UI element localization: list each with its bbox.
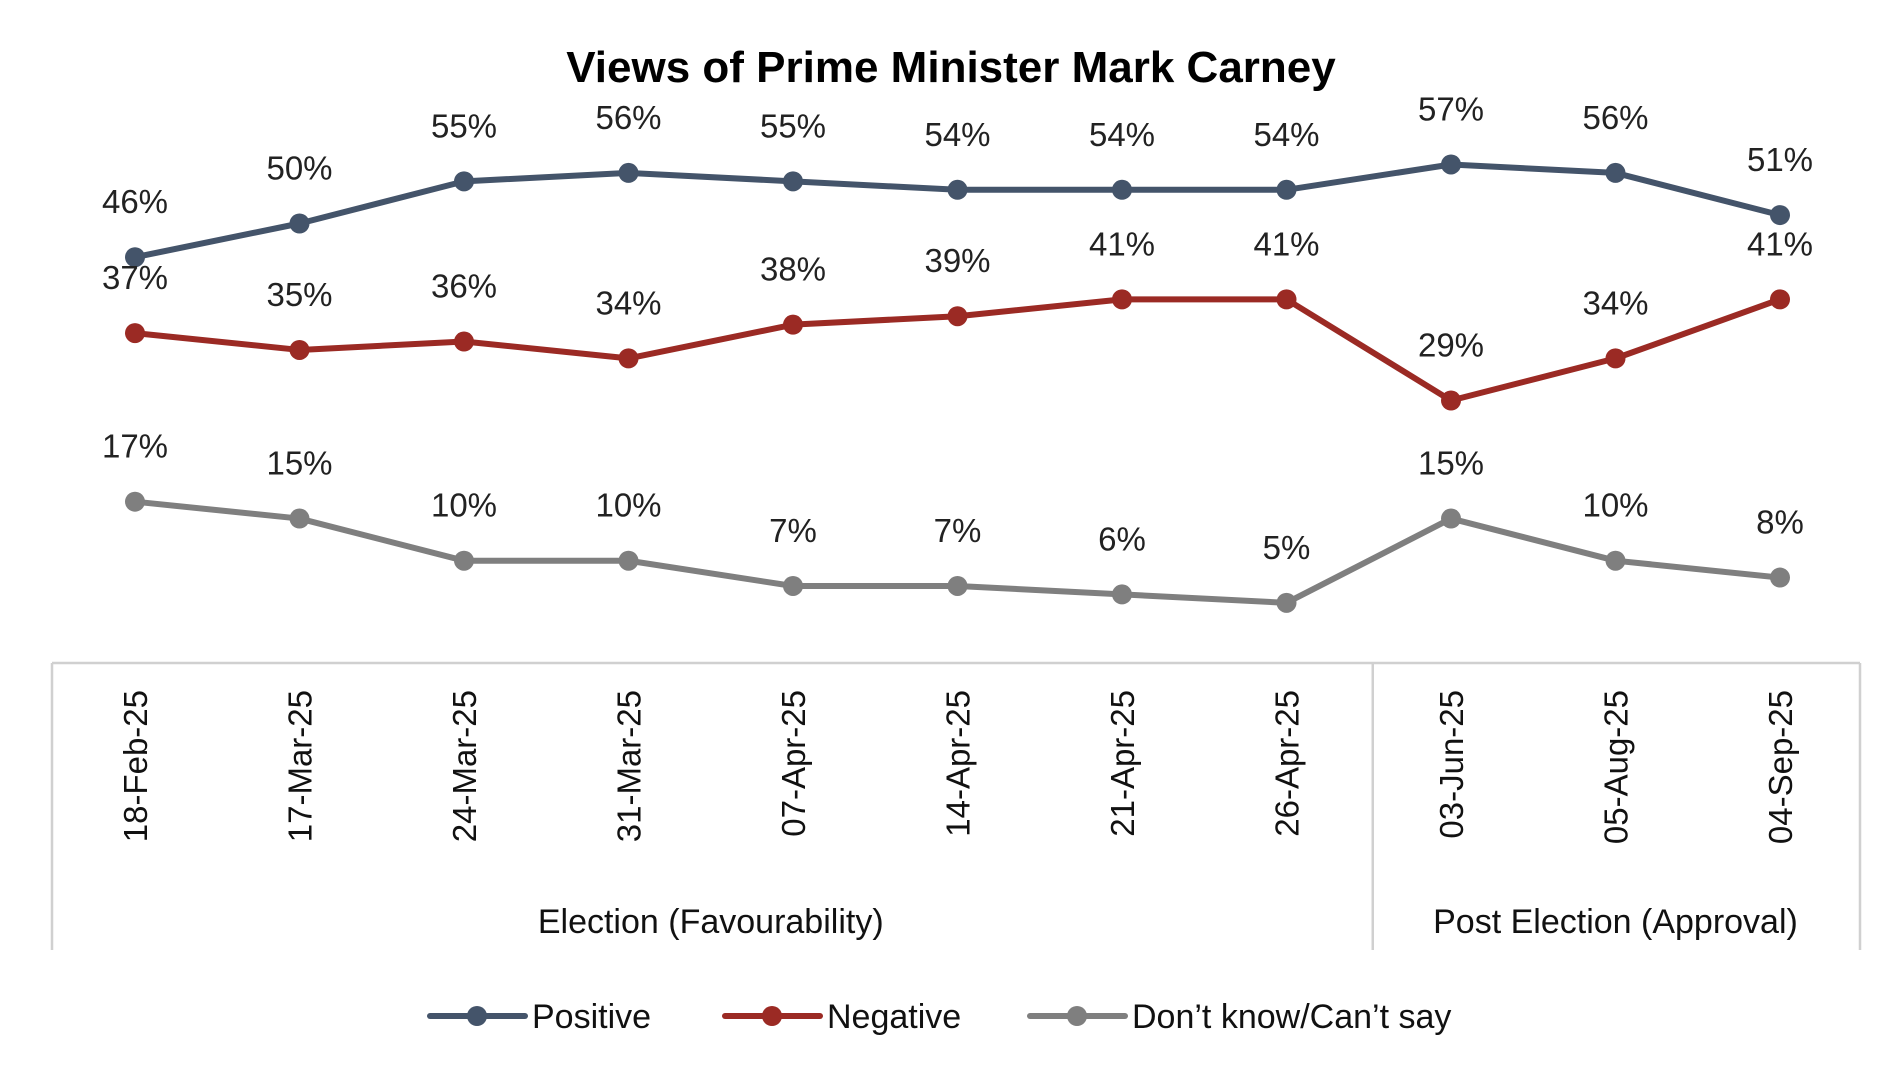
group-label: Post Election (Approval): [1433, 903, 1798, 941]
data-point: [1441, 390, 1461, 411]
legend-label: Positive: [532, 998, 651, 1036]
data-label: 10%: [431, 487, 497, 524]
data-label: 38%: [760, 251, 826, 288]
data-label: 51%: [1747, 141, 1813, 178]
group-label: Election (Favourability): [538, 903, 884, 941]
data-label: 17%: [102, 428, 168, 465]
data-label: 54%: [924, 116, 990, 153]
data-label: 57%: [1418, 90, 1484, 127]
data-label: 46%: [102, 183, 168, 220]
data-point: [783, 575, 803, 596]
data-point: [125, 491, 145, 512]
legend-item: Don’t know/Can’t say: [1027, 998, 1451, 1036]
data-label: 41%: [1747, 225, 1813, 262]
data-point: [947, 179, 968, 200]
data-point: [618, 348, 639, 369]
data-label: 56%: [595, 99, 661, 136]
data-point: [289, 508, 310, 529]
data-label: 41%: [1253, 225, 1319, 262]
x-tick-label: 31-Mar-25: [611, 690, 648, 842]
data-point: [454, 171, 474, 192]
x-tick-label: 14-Apr-25: [940, 690, 977, 837]
data-point: [1605, 162, 1626, 183]
data-label: 15%: [1418, 445, 1484, 482]
x-tick-label: 07-Apr-25: [775, 690, 812, 837]
data-label: 34%: [595, 284, 661, 321]
x-tick-label: 03-Jun-25: [1433, 690, 1470, 839]
data-label: 7%: [934, 512, 982, 549]
data-label: 10%: [1582, 487, 1648, 524]
data-label: 55%: [431, 107, 497, 144]
data-label: 54%: [1089, 116, 1155, 153]
data-point: [454, 331, 474, 352]
data-label: 35%: [266, 276, 332, 313]
data-point: [454, 550, 474, 571]
data-label: 56%: [1582, 99, 1648, 136]
legend-swatch-marker: [762, 1006, 782, 1026]
x-tick-label: 24-Mar-25: [446, 690, 483, 842]
x-tick-label: 21-Apr-25: [1104, 690, 1141, 837]
data-label: 10%: [595, 487, 661, 524]
legend-item: Positive: [427, 998, 651, 1036]
legend-label: Don’t know/Can’t say: [1132, 998, 1451, 1036]
data-point: [125, 247, 145, 268]
data-point: [947, 306, 968, 327]
data-label: 8%: [1756, 504, 1804, 541]
data-point: [1112, 584, 1132, 605]
data-label: 37%: [102, 259, 168, 296]
legend-swatch-marker: [467, 1006, 487, 1026]
data-point: [1276, 179, 1297, 200]
data-point: [618, 550, 639, 571]
legend-item: Negative: [722, 998, 961, 1036]
x-tick-label: 05-Aug-25: [1598, 690, 1635, 844]
data-point: [289, 213, 310, 234]
series-lines: [125, 154, 1790, 613]
data-label: 6%: [1098, 520, 1146, 557]
data-point: [1770, 205, 1790, 226]
data-point: [1605, 550, 1626, 571]
data-point: [1276, 592, 1297, 613]
x-tick-label: 18-Feb-25: [117, 690, 154, 842]
data-point: [1112, 289, 1132, 310]
legend-label: Negative: [827, 998, 961, 1036]
data-label: 39%: [924, 242, 990, 279]
x-tick-label: 17-Mar-25: [282, 690, 319, 842]
chart-title: Views of Prime Minister Mark Carney: [566, 43, 1336, 92]
data-point: [1770, 289, 1790, 310]
data-point: [783, 171, 803, 192]
data-point: [1441, 154, 1461, 175]
data-label: 54%: [1253, 116, 1319, 153]
data-label: 7%: [769, 512, 817, 549]
data-label: 36%: [431, 268, 497, 305]
data-labels: 46% 50% 55% 56% 55% 54% 54% 54% 57% 56% 51% 37% 35% 3…: [102, 90, 1813, 565]
data-label: 55%: [760, 107, 826, 144]
data-label: 50%: [266, 150, 332, 187]
x-tick-label: 26-Apr-25: [1269, 690, 1306, 837]
data-point: [289, 339, 310, 360]
data-point: [1441, 508, 1461, 529]
data-label: 41%: [1089, 225, 1155, 262]
data-label: 15%: [266, 445, 332, 482]
x-tick-label: 04-Sep-25: [1762, 690, 1799, 844]
category-axis: Election (Favourability) Post Election (A…: [50, 661, 1862, 950]
data-label: 29%: [1418, 327, 1484, 364]
data-point: [125, 323, 145, 344]
data-point: [783, 314, 803, 335]
data-point: [1605, 348, 1626, 369]
data-label: 5%: [1263, 529, 1311, 566]
data-label: 34%: [1582, 284, 1648, 321]
legend-swatch-marker: [1067, 1006, 1087, 1026]
data-point: [1112, 179, 1132, 200]
data-point: [618, 162, 639, 183]
data-point: [947, 575, 968, 596]
data-point: [1276, 289, 1297, 310]
data-point: [1770, 567, 1790, 588]
legend: Positive Negative Don’t know/Can’t say: [427, 998, 1451, 1036]
